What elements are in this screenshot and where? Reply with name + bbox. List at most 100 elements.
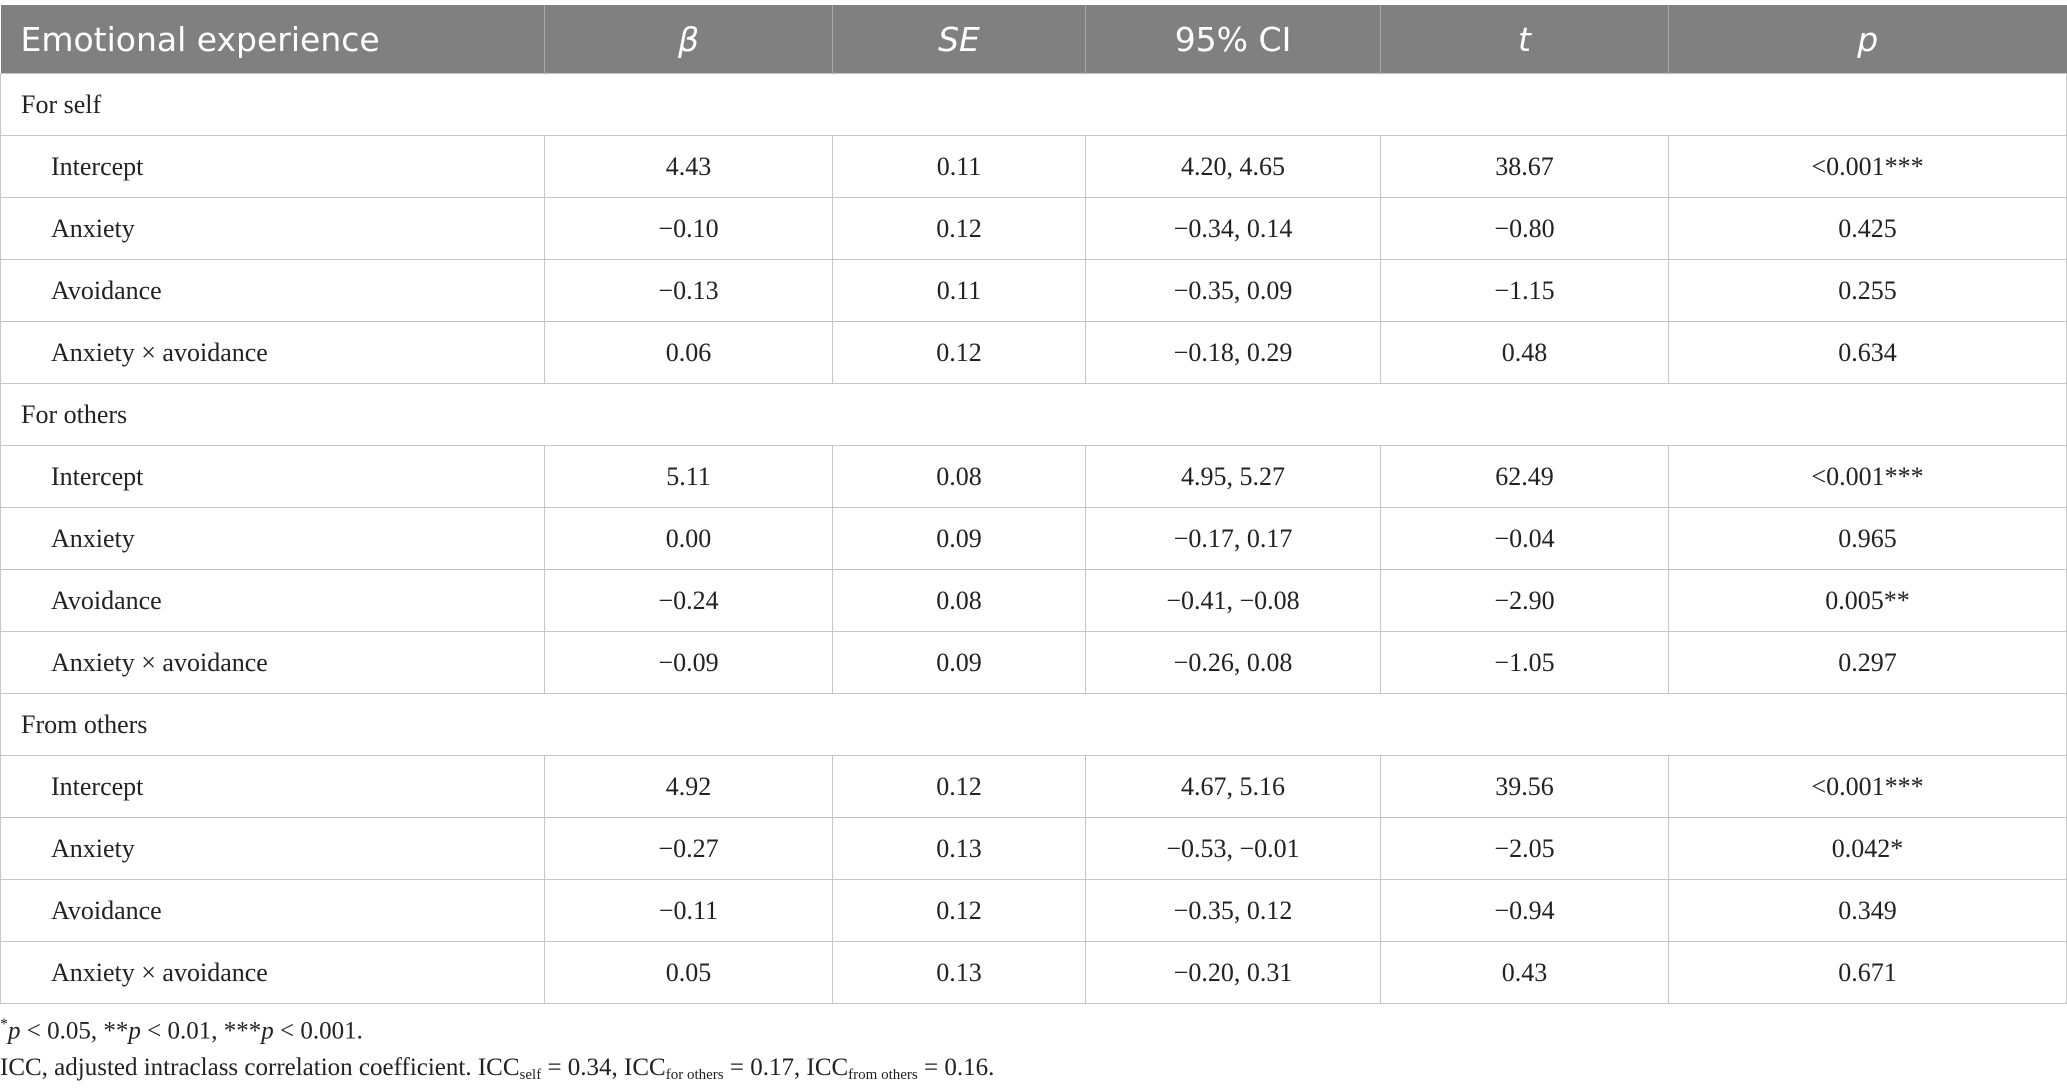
- row-label: Anxiety × avoidance: [0, 941, 545, 1004]
- data-row: Intercept 4.43 0.11 4.20, 4.65 38.67 <0.001**…: [0, 135, 2067, 198]
- cell: −0.94: [1380, 879, 1669, 942]
- cell: 4.92: [544, 755, 833, 818]
- table-body: For self Intercept 4.43 0.11 4.20, 4.65 38.67…: [0, 73, 2067, 1004]
- cell: 0.042*: [1668, 817, 2067, 880]
- cell: 0.06: [544, 321, 833, 384]
- footnote-text: < 0.01, ***: [140, 1017, 262, 1045]
- cell: −1.15: [1380, 259, 1669, 322]
- row-label: Intercept: [0, 445, 545, 508]
- cell: −0.20, 0.31: [1085, 941, 1381, 1004]
- cell: <0.001***: [1668, 445, 2067, 508]
- column-header: p: [1668, 5, 2067, 74]
- row-label: Anxiety: [0, 817, 545, 880]
- cell: −0.11: [544, 879, 833, 942]
- cell: −0.24: [544, 569, 833, 632]
- footnote-text: = 0.16.: [917, 1054, 995, 1081]
- cell: 0.11: [832, 135, 1086, 198]
- cell: 4.20, 4.65: [1085, 135, 1381, 198]
- row-label: Anxiety: [0, 197, 545, 260]
- footnote-text: p: [8, 1017, 21, 1045]
- cell: 62.49: [1380, 445, 1669, 508]
- data-row: Intercept 5.11 0.08 4.95, 5.27 62.49 <0.001**…: [0, 445, 2067, 508]
- cell: −0.41, −0.08: [1085, 569, 1381, 632]
- cell: 0.13: [832, 817, 1086, 880]
- cell: 0.12: [832, 197, 1086, 260]
- cell: 5.11: [544, 445, 833, 508]
- cell: −0.80: [1380, 197, 1669, 260]
- row-label: Anxiety: [0, 507, 545, 570]
- cell: −0.35, 0.12: [1085, 879, 1381, 942]
- footnote: ICC, adjusted intraclass correlation coe…: [0, 1054, 994, 1084]
- cell: 0.297: [1668, 631, 2067, 694]
- cell: −2.90: [1380, 569, 1669, 632]
- cell: 4.67, 5.16: [1085, 755, 1381, 818]
- section-row: For others: [0, 383, 2067, 446]
- data-row: Avoidance −0.11 0.12 −0.35, 0.12 −0.94 0.349: [0, 879, 2067, 942]
- cell: 4.95, 5.27: [1085, 445, 1381, 508]
- section-label: From others: [0, 693, 2067, 756]
- cell: 0.09: [832, 507, 1086, 570]
- footnote-subscript: self: [519, 1067, 542, 1083]
- cell: −0.18, 0.29: [1085, 321, 1381, 384]
- cell: −0.27: [544, 817, 833, 880]
- row-label: Avoidance: [0, 569, 545, 632]
- footnote-subscript: from others: [848, 1067, 918, 1083]
- header-row: Emotional experience β SE 95% CI t p: [0, 5, 2067, 74]
- column-header: 95% CI: [1085, 5, 1381, 74]
- cell: 0.08: [832, 445, 1086, 508]
- cell: 0.425: [1668, 197, 2067, 260]
- cell: 0.00: [544, 507, 833, 570]
- data-row: Avoidance −0.24 0.08 −0.41, −0.08 −2.90 0.005…: [0, 569, 2067, 632]
- cell: 0.349: [1668, 879, 2067, 942]
- section-row: From others: [0, 693, 2067, 756]
- cell: −0.26, 0.08: [1085, 631, 1381, 694]
- row-label: Avoidance: [0, 259, 545, 322]
- cell: 0.48: [1380, 321, 1669, 384]
- section-label: For self: [0, 73, 2067, 136]
- cell: 0.12: [832, 879, 1086, 942]
- cell: −0.04: [1380, 507, 1669, 570]
- footnote-text: p: [128, 1017, 141, 1045]
- cell: −1.05: [1380, 631, 1669, 694]
- cell: −0.17, 0.17: [1085, 507, 1381, 570]
- cell: −0.13: [544, 259, 833, 322]
- column-header: β: [544, 5, 833, 74]
- data-row: Anxiety 0.00 0.09 −0.17, 0.17 −0.04 0.965: [0, 507, 2067, 570]
- cell: −0.34, 0.14: [1085, 197, 1381, 260]
- cell: 0.671: [1668, 941, 2067, 1004]
- row-label: Anxiety × avoidance: [0, 631, 545, 694]
- cell: 0.005**: [1668, 569, 2067, 632]
- cell: 0.05: [544, 941, 833, 1004]
- footnote-text: p: [261, 1017, 274, 1045]
- cell: 0.11: [832, 259, 1086, 322]
- row-label: Anxiety × avoidance: [0, 321, 545, 384]
- footnote-text: *: [0, 1016, 8, 1033]
- footnote: *p < 0.05, **p < 0.01, ***p < 0.001.: [0, 1016, 363, 1045]
- cell: 0.12: [832, 755, 1086, 818]
- cell: −2.05: [1380, 817, 1669, 880]
- cell: <0.001***: [1668, 135, 2067, 198]
- cell: 0.43: [1380, 941, 1669, 1004]
- footnote-text: ICC, adjusted intraclass correlation coe…: [0, 1054, 520, 1081]
- data-row: Avoidance −0.13 0.11 −0.35, 0.09 −1.15 0.255: [0, 259, 2067, 322]
- footnote-text: = 0.34, ICC: [541, 1054, 666, 1081]
- cell: 39.56: [1380, 755, 1669, 818]
- section-row: For self: [0, 73, 2067, 136]
- cell: −0.09: [544, 631, 833, 694]
- cell: 0.255: [1668, 259, 2067, 322]
- cell: −0.35, 0.09: [1085, 259, 1381, 322]
- row-label: Intercept: [0, 755, 545, 818]
- cell: <0.001***: [1668, 755, 2067, 818]
- cell: 0.12: [832, 321, 1086, 384]
- section-label: For others: [0, 383, 2067, 446]
- footnote-subscript: for others: [665, 1067, 724, 1083]
- footnote-text: < 0.05, **: [20, 1017, 129, 1045]
- cell: 0.634: [1668, 321, 2067, 384]
- row-label: Intercept: [0, 135, 545, 198]
- cell: 0.965: [1668, 507, 2067, 570]
- data-row: Anxiety × avoidance −0.09 0.09 −0.26, 0.08−…: [0, 631, 2067, 694]
- cell: 0.13: [832, 941, 1086, 1004]
- cell: 0.08: [832, 569, 1086, 632]
- data-row: Anxiety −0.27 0.13 −0.53, −0.01 −2.05 0.042*: [0, 817, 2067, 880]
- data-row: Anxiety × avoidance 0.06 0.12 −0.18, 0.29 0.…: [0, 321, 2067, 384]
